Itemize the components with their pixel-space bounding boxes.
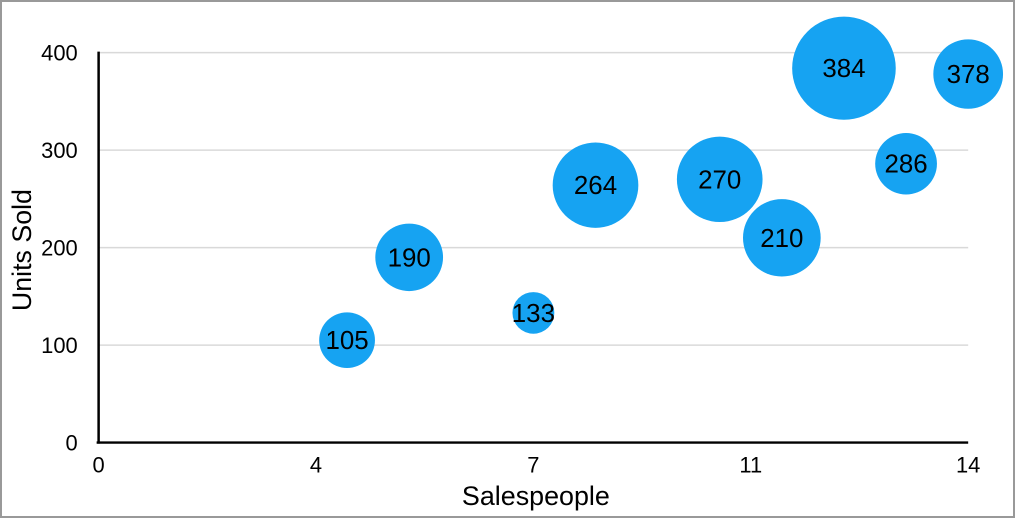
bubble-value-label: 384	[822, 55, 865, 83]
y-tick-label: 0	[66, 431, 78, 456]
axes	[96, 51, 969, 444]
tick-labels: 0 100 200 300 400 0 4 7 11 14	[41, 41, 980, 478]
bubble	[933, 39, 1004, 109]
bubbles: 105 190 133 264 270 210 384 286 378	[319, 16, 1004, 368]
bubble-value-label: 133	[512, 300, 555, 328]
x-tick-label: 14	[956, 452, 980, 477]
y-tick-label: 300	[41, 138, 78, 163]
bubble	[512, 292, 555, 334]
x-axis-title: Salespeople	[462, 481, 610, 511]
bubble-value-label: 264	[574, 172, 617, 200]
y-tick-label: 200	[41, 236, 78, 261]
bubble	[742, 199, 821, 277]
bubble-value-label: 105	[325, 327, 368, 355]
bubble	[875, 132, 937, 195]
bubble-value-label: 270	[698, 166, 741, 194]
x-tick-label: 11	[739, 452, 762, 477]
bubble-value-label: 286	[884, 151, 927, 179]
bubble	[319, 312, 375, 368]
y-axis-title: Units Sold	[7, 189, 37, 311]
bubble	[792, 16, 896, 120]
bubble-value-label: 190	[388, 244, 431, 272]
y-tick-label: 100	[41, 333, 78, 358]
bubble	[375, 223, 444, 292]
bubble	[676, 136, 763, 223]
bubble-value-label: 210	[760, 225, 803, 253]
x-tick-label: 7	[527, 452, 539, 477]
x-tick-label: 0	[93, 452, 105, 477]
x-tick-label: 4	[310, 452, 322, 477]
bubble-value-label: 378	[947, 61, 990, 89]
y-tick-label: 400	[41, 41, 78, 66]
bubble	[552, 142, 639, 228]
